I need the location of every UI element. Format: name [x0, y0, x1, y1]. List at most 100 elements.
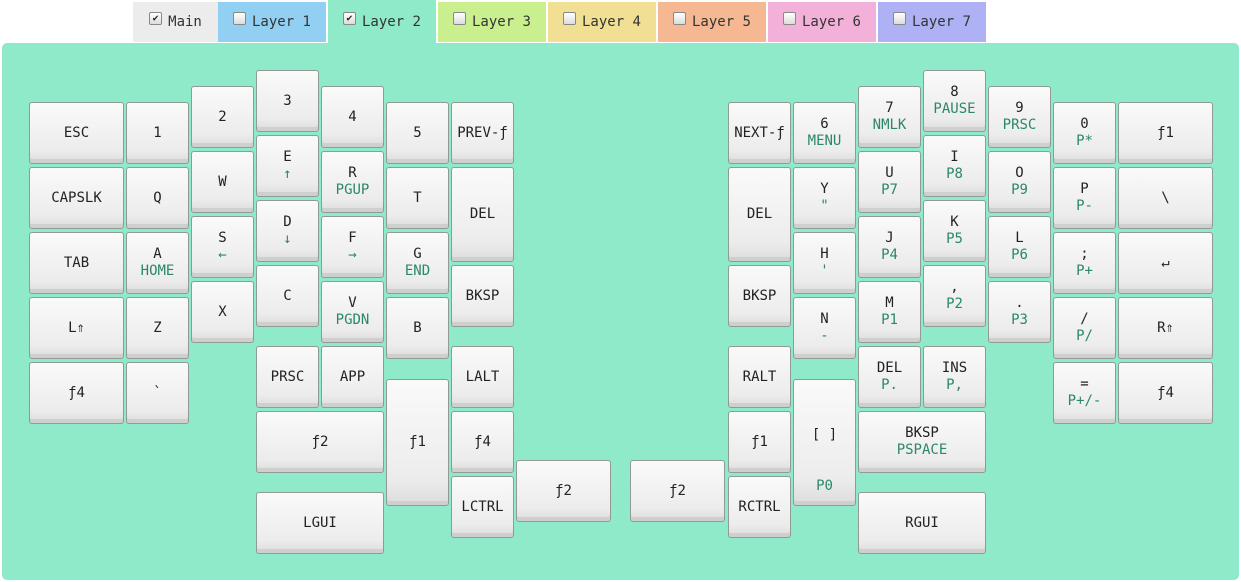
key-j-right[interactable]: J P4: [858, 216, 921, 278]
key-brackets-right[interactable]: [ ] P0: [793, 379, 856, 506]
key-prev-f-left[interactable]: PREV-ƒ: [451, 102, 514, 164]
layer-checkbox[interactable]: [892, 11, 906, 25]
key-del-right[interactable]: DEL: [728, 167, 791, 262]
key-k-right[interactable]: K P5: [923, 200, 986, 262]
key-m-right[interactable]: M P1: [858, 281, 921, 343]
key-rgui-right[interactable]: RGUI: [858, 492, 986, 554]
key-p-right[interactable]: P P-: [1053, 167, 1116, 229]
key-f2-left[interactable]: ƒ2: [516, 460, 611, 522]
tab-layer-5[interactable]: Layer 5: [658, 2, 766, 42]
key-0-right[interactable]: 0 P*: [1053, 102, 1116, 164]
key-8-right[interactable]: 8 PAUSE: [923, 70, 986, 132]
layer-checkbox[interactable]: [452, 11, 466, 25]
key-esc-left[interactable]: ESC: [29, 102, 124, 164]
key-f1-right[interactable]: ƒ1: [728, 411, 791, 473]
layer-checkbox[interactable]: [562, 11, 576, 25]
key-f-left[interactable]: F →: [321, 216, 384, 278]
key-a-left[interactable]: A HOME: [126, 232, 189, 294]
key-app-left[interactable]: APP: [321, 346, 384, 408]
key-2-left[interactable]: 2: [191, 86, 254, 148]
key-o-right[interactable]: O P9: [988, 151, 1051, 213]
key-7-right[interactable]: 7 NMLK: [858, 86, 921, 148]
key-1-left[interactable]: 1: [126, 102, 189, 164]
key-equals-right[interactable]: = P+/-: [1053, 362, 1116, 424]
key-5-left[interactable]: 5: [386, 102, 449, 164]
key-e-left[interactable]: E ↑: [256, 135, 319, 197]
key-capslk-left[interactable]: CAPSLK: [29, 167, 124, 229]
key-bksp-left[interactable]: BKSP: [451, 265, 514, 327]
key-label: LGUI: [303, 514, 337, 531]
key-s-left[interactable]: S ←: [191, 216, 254, 278]
key-backtick-left[interactable]: `: [126, 362, 189, 424]
key-b-left[interactable]: B: [386, 297, 449, 359]
key-z-left[interactable]: Z: [126, 297, 189, 359]
key-sublabel: P6: [1011, 247, 1028, 263]
key-enter-right[interactable]: ↵: [1118, 232, 1213, 294]
key-semicolon-right[interactable]: ; P+: [1053, 232, 1116, 294]
key-next-f-right[interactable]: NEXT-ƒ: [728, 102, 791, 164]
key-bksp-right[interactable]: BKSP PSPACE: [858, 411, 986, 473]
layer-checkbox[interactable]: [672, 11, 686, 25]
key-r-left[interactable]: R PGUP: [321, 151, 384, 213]
key-del-right[interactable]: DEL P.: [858, 346, 921, 408]
key-sublabel: ↓: [283, 231, 292, 247]
key-l-shift-left[interactable]: L⇑: [29, 297, 124, 359]
key-u-right[interactable]: U P7: [858, 151, 921, 213]
key-n-right[interactable]: N-: [793, 297, 856, 359]
tab-layer-2[interactable]: ✔ Layer 2: [328, 0, 436, 44]
key-l-right[interactable]: L P6: [988, 216, 1051, 278]
key-slash-right[interactable]: / P/: [1053, 297, 1116, 359]
key-f2-left[interactable]: ƒ2: [630, 460, 725, 522]
key-rctrl-right[interactable]: RCTRL: [728, 476, 791, 538]
key-ralt-right[interactable]: RALT: [728, 346, 791, 408]
layer-checkbox[interactable]: ✔: [149, 11, 163, 25]
key-f4-right[interactable]: ƒ4: [1118, 362, 1213, 424]
layer-checkbox[interactable]: [782, 11, 796, 25]
tab-layer-1[interactable]: Layer 1: [218, 2, 326, 42]
layer-checkbox[interactable]: [232, 11, 246, 25]
key-r-shift-right[interactable]: R⇑: [1118, 297, 1213, 359]
key-y-right[interactable]: Y ": [793, 167, 856, 229]
tab-layer-3[interactable]: Layer 3: [438, 2, 546, 42]
tab-main[interactable]: ✔ Main: [133, 2, 218, 42]
key-sublabel: P+/-: [1067, 393, 1102, 409]
key-backslash-right[interactable]: \: [1118, 167, 1213, 229]
key-lalt-left[interactable]: LALT: [451, 346, 514, 408]
key-6-right[interactable]: 6 MENU: [793, 102, 856, 164]
key-f1-right[interactable]: ƒ1: [1118, 102, 1213, 164]
key-d-left[interactable]: D ↓: [256, 200, 319, 262]
key-prsc-left[interactable]: PRSC: [256, 346, 319, 408]
key-3-left[interactable]: 3: [256, 70, 319, 132]
key-h-right[interactable]: H ': [793, 232, 856, 294]
key-i-right[interactable]: I P8: [923, 135, 986, 197]
key-lctrl-left[interactable]: LCTRL: [451, 476, 514, 538]
key-c-left[interactable]: C: [256, 265, 319, 327]
key-v-left[interactable]: V PGDN: [321, 281, 384, 343]
key-f4-left[interactable]: ƒ4: [29, 362, 124, 424]
key-lgui-left[interactable]: LGUI: [256, 492, 384, 554]
key-x-left[interactable]: X: [191, 281, 254, 343]
key-w-left[interactable]: W: [191, 151, 254, 213]
tab-layer-4[interactable]: Layer 4: [548, 2, 656, 42]
key-period-right[interactable]: . P3: [988, 281, 1051, 343]
tab-layer-6[interactable]: Layer 6: [768, 2, 876, 42]
key-4-left[interactable]: 4: [321, 86, 384, 148]
key-label: \: [1161, 189, 1170, 206]
key-g-left[interactable]: G END: [386, 232, 449, 294]
key-comma-right[interactable]: , P2: [923, 265, 986, 327]
key-9-right[interactable]: 9 PRSC: [988, 86, 1051, 148]
key-t-left[interactable]: T: [386, 167, 449, 229]
key-f1-left[interactable]: ƒ1: [386, 379, 449, 506]
key-f2-left[interactable]: ƒ2: [256, 411, 384, 473]
key-f4-left[interactable]: ƒ4: [451, 411, 514, 473]
key-ins-right[interactable]: INS P,: [923, 346, 986, 408]
key-sublabel: →: [348, 247, 357, 263]
key-label: BKSP: [905, 425, 939, 441]
key-del-left[interactable]: DEL: [451, 167, 514, 262]
layer-checkbox[interactable]: ✔: [342, 11, 356, 25]
key-bksp-right[interactable]: BKSP: [728, 265, 791, 327]
key-q-left[interactable]: Q: [126, 167, 189, 229]
key-tab-left[interactable]: TAB: [29, 232, 124, 294]
tab-layer-7[interactable]: Layer 7: [878, 2, 986, 42]
key-label: ESC: [63, 124, 90, 141]
